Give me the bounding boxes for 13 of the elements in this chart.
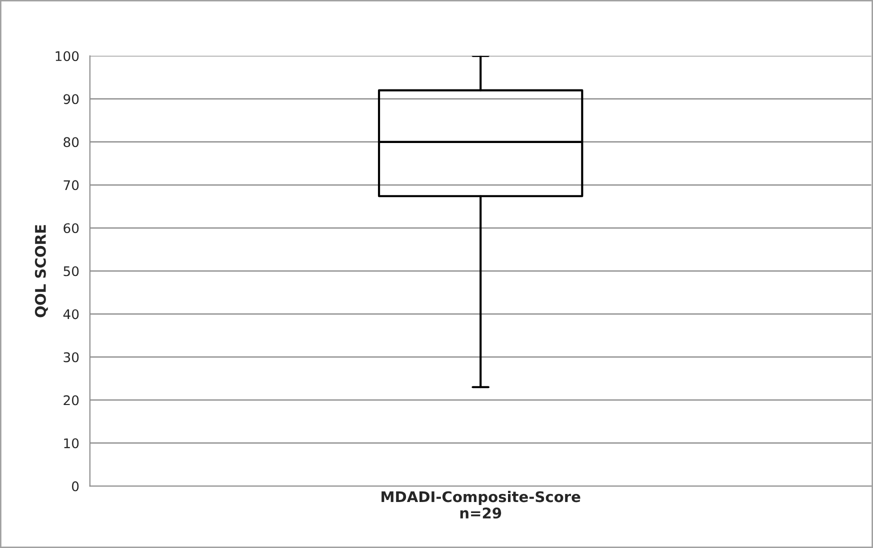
y-tick-label: 40 [63, 309, 79, 320]
y-tick-label: 70 [64, 180, 79, 190]
y-tick-label: 20 [64, 395, 79, 406]
y-tick-label: 90 [64, 94, 79, 104]
y-tick-label: 100 [56, 51, 79, 62]
y-tick-label: 10 [64, 438, 79, 448]
y-tick-label: 30 [64, 352, 79, 362]
y-axis-title: QOL SCORE [34, 225, 48, 318]
x-tick-label: MDADI-Composite-Score n=29 [382, 490, 580, 519]
y-tick-label: 60 [64, 223, 79, 234]
y-tick-label: 0 [72, 481, 79, 492]
y-tick-label: 80 [64, 137, 79, 148]
y-tick-label: 50 [64, 266, 79, 276]
